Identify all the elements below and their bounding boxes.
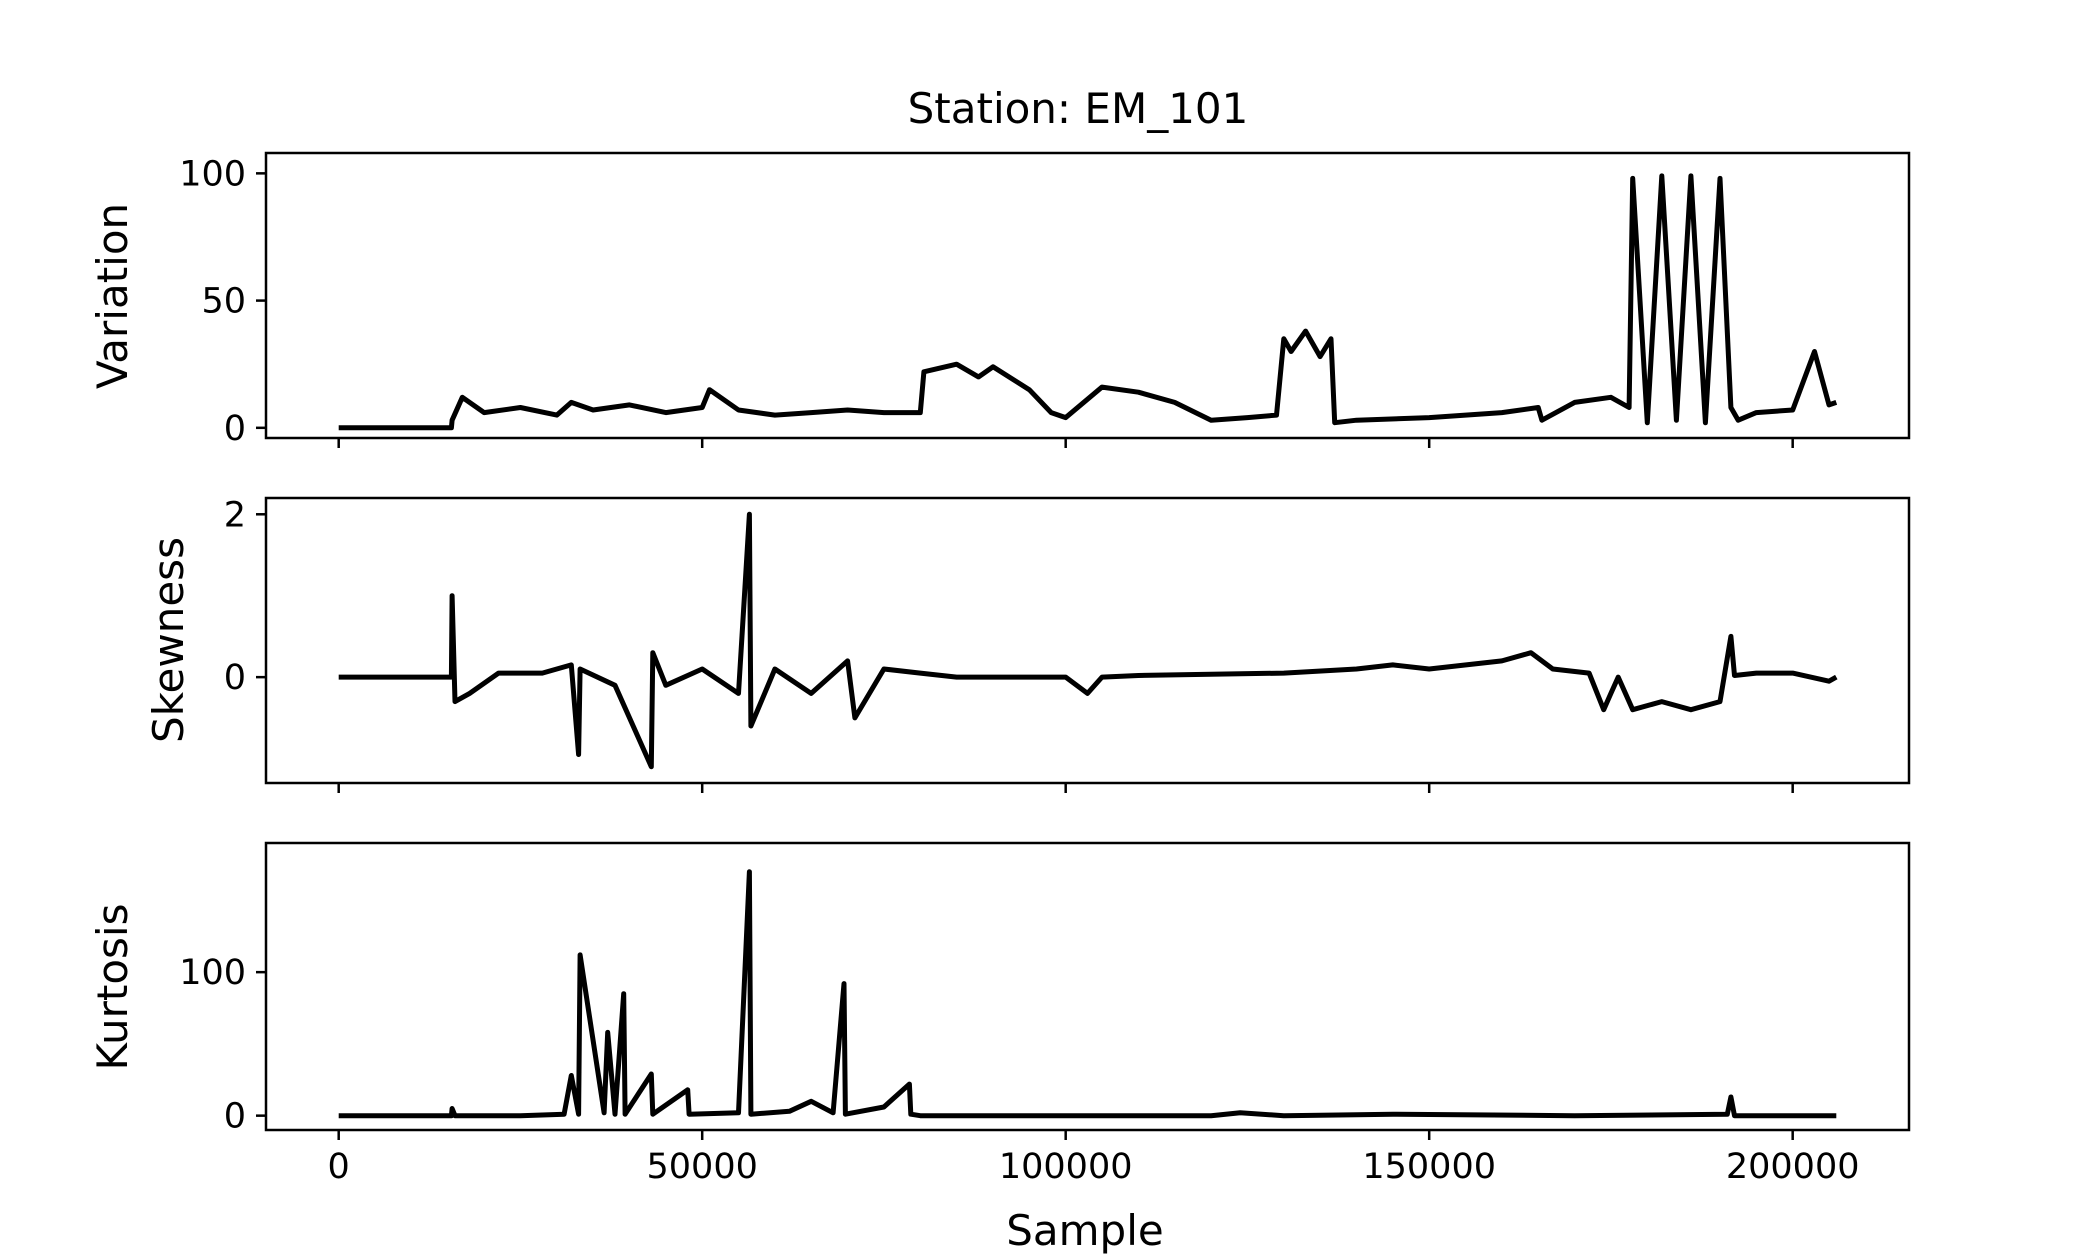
variation-yticks: 0 50 100 [179, 154, 266, 449]
skewness-xticks [337, 783, 1794, 793]
variation-series-line [338, 173, 1838, 431]
variation-ytick-label: 50 [201, 282, 246, 322]
panel-variation: Variation 0 50 100 [88, 151, 1911, 449]
kurtosis-traces [338, 869, 1837, 1119]
kurtosis-axes-frame [264, 841, 1911, 1132]
xtick-label: 50000 [647, 1147, 758, 1187]
skewness-ylabel: Skewness [144, 537, 193, 743]
kurtosis-series-line [338, 869, 1837, 1119]
xtick-label: 100000 [999, 1147, 1133, 1187]
variation-traces [338, 173, 1838, 431]
variation-ytick-label: 0 [224, 409, 246, 449]
x-axis-label: Sample [1006, 1206, 1163, 1255]
skewness-series-line [338, 511, 1838, 770]
panel-kurtosis: Kurtosis 0 100 [88, 841, 1911, 1140]
skewness-ytick-label: 0 [224, 658, 246, 698]
kurtosis-ytick-label: 0 [224, 1097, 246, 1137]
xtick-label: 0 [328, 1147, 350, 1187]
xtick-label: 200000 [1726, 1147, 1860, 1187]
chart-title: Station: EM_101 [908, 84, 1249, 133]
kurtosis-xticks [337, 1130, 1794, 1140]
variation-ylabel: Variation [88, 203, 137, 389]
x-tick-labels: 0 50000 100000 150000 200000 [328, 1147, 1860, 1187]
xtick-label: 150000 [1362, 1147, 1496, 1187]
panel-skewness: Skewness 02 [144, 495, 1911, 793]
kurtosis-ytick-label: 100 [179, 953, 246, 993]
skewness-axes-frame [264, 496, 1911, 785]
skewness-yticks: 02 [224, 495, 266, 698]
skewness-traces [338, 511, 1838, 770]
variation-ytick-label: 100 [179, 154, 246, 194]
skewness-ytick-label: 2 [224, 495, 246, 535]
variation-xticks [337, 438, 1794, 448]
variation-axes-frame [264, 151, 1911, 440]
kurtosis-yticks: 0 100 [179, 953, 266, 1137]
kurtosis-ylabel: Kurtosis [88, 904, 137, 1071]
